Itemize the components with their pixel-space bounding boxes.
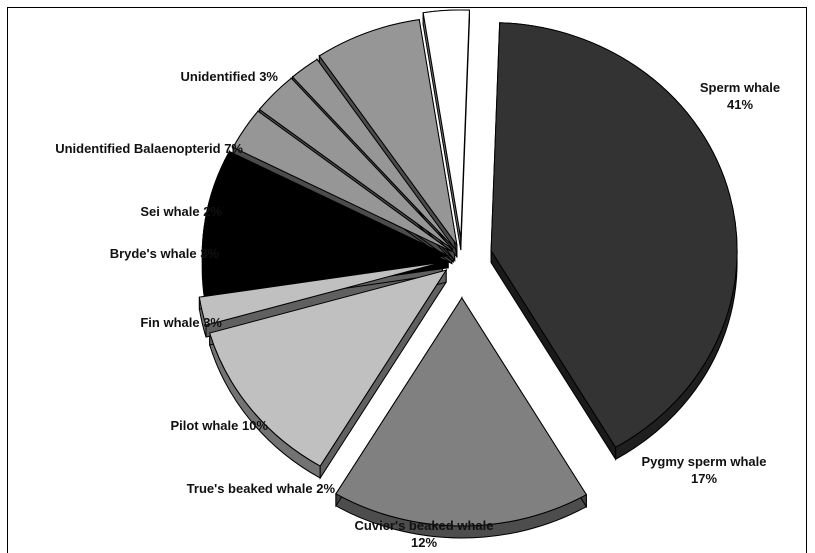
slice-label-pygmy-sperm-whale: Pygmy sperm whale 17%: [642, 454, 767, 486]
slice-label-unidentified: Unidentified 3%: [180, 69, 278, 84]
slice-cuvier-s-beaked-whale: [209, 269, 448, 467]
slice-unidentified-balaenopterid: [318, 19, 458, 246]
pie-label-layer: Sperm whale 41% Pygmy sperm whale 17% Cuvier…: [55, 69, 780, 550]
slice-sperm-whale: [490, 22, 738, 448]
slice-unidentified: [422, 9, 470, 239]
slice-true-s-beaked-whale: [198, 261, 443, 326]
slice-label-pilot-whale: Pilot whale 10%: [170, 418, 268, 433]
slice-bryde-s-whale: [258, 77, 454, 251]
slice-label-unidentified-balaenopterid: Unidentified Balaenopterid 7%: [55, 141, 243, 156]
slice-label-fin-whale: Fin whale 3%: [140, 315, 222, 330]
slice-sei-whale: [291, 58, 456, 249]
pie-top-layer: [198, 9, 738, 527]
slice-fin-whale: [232, 110, 453, 252]
slice-label-bryde-s-whale: Bryde's whale 3%: [110, 246, 220, 261]
slice-label-cuvier-s-beaked-whale: Cuvier's beaked whale 12%: [355, 518, 494, 550]
slice-pygmy-sperm-whale: [335, 297, 588, 527]
slice-label-sei-whale: Sei whale 2%: [140, 204, 222, 219]
slice-label-true-s-beaked-whale: True's beaked whale 2%: [187, 481, 336, 496]
slice-label-sperm-whale: Sperm whale 41%: [700, 80, 780, 112]
slice-pilot-whale: [201, 150, 450, 292]
